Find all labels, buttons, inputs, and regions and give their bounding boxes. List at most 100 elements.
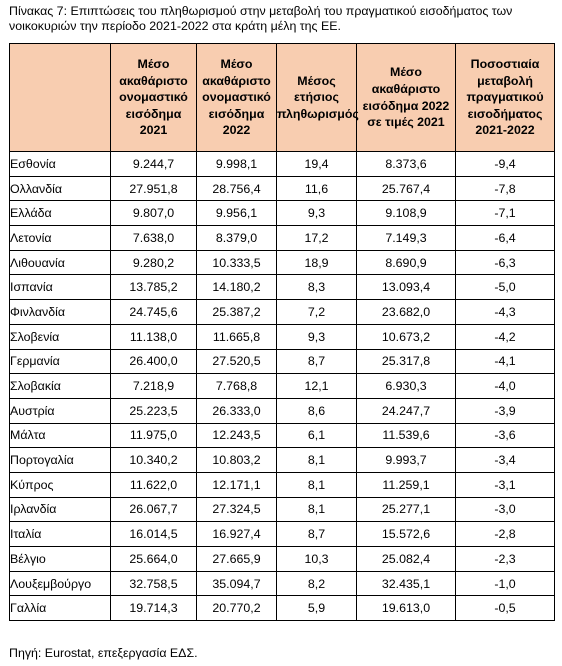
cell-nominal-2021: 16.014,5 <box>110 521 197 547</box>
cell-income-2022-in-2021-prices: 7.149,3 <box>356 225 456 251</box>
cell-nominal-2021: 9.244,7 <box>110 151 197 177</box>
cell-inflation: 12,1 <box>276 373 357 399</box>
cell-income-2022-in-2021-prices: 19.613,0 <box>356 595 456 622</box>
cell-nominal-2021: 32.758,5 <box>110 570 197 597</box>
table-row: Εσθονία 9.244,7 9.998,1 19,4 8.373,6 -9,4 <box>9 151 555 177</box>
cell-inflation: 8,1 <box>276 496 357 523</box>
cell-real-income-change: -4,2 <box>455 323 555 350</box>
cell-nominal-2022: 27.520,5 <box>196 348 277 375</box>
cell-nominal-2021: 24.745,6 <box>110 299 197 325</box>
cell-country: Λουξεμβούργο <box>9 570 111 597</box>
cell-real-income-change: -0,5 <box>455 595 555 622</box>
cell-real-income-change: -2,8 <box>455 521 555 547</box>
cell-nominal-2021: 27.951,8 <box>110 175 197 202</box>
table-row: Ολλανδία 27.951,8 28.756,4 11,6 25.767,4 -7,8 <box>9 175 555 202</box>
cell-country: Εσθονία <box>9 151 111 177</box>
cell-nominal-2022: 35.094,7 <box>196 570 277 597</box>
cell-nominal-2021: 26.067,7 <box>110 496 197 523</box>
header-cell-country <box>9 43 111 152</box>
cell-real-income-change: -6,3 <box>455 249 555 276</box>
cell-inflation: 17,2 <box>276 225 357 251</box>
cell-nominal-2022: 27.324,5 <box>196 496 277 523</box>
table-row: Πορτογαλία 10.340,2 10.803,2 8,1 9.993,7 -3,4 <box>9 447 555 473</box>
cell-country: Λιθουανία <box>9 249 111 276</box>
cell-income-2022-in-2021-prices: 15.572,6 <box>356 521 456 547</box>
cell-inflation: 9,3 <box>276 200 357 227</box>
cell-income-2022-in-2021-prices: 11.539,6 <box>356 422 456 449</box>
cell-nominal-2022: 10.333,5 <box>196 249 277 276</box>
cell-real-income-change: -5,0 <box>455 274 555 301</box>
cell-income-2022-in-2021-prices: 8.690,9 <box>356 249 456 276</box>
cell-income-2022-in-2021-prices: 6.930,3 <box>356 373 456 399</box>
cell-country: Μάλτα <box>9 422 111 449</box>
table-body: Εσθονία 9.244,7 9.998,1 19,4 8.373,6 -9,4 Ολλα… <box>9 151 555 622</box>
cell-nominal-2022: 26.333,0 <box>196 397 277 424</box>
cell-nominal-2021: 26.400,0 <box>110 348 197 375</box>
cell-real-income-change: -6,4 <box>455 225 555 251</box>
table-header-row: Μέσο ακαθάριστο ονομαστικό εισόδημα 2021… <box>9 43 555 152</box>
cell-country: Φινλανδία <box>9 299 111 325</box>
cell-income-2022-in-2021-prices: 32.435,1 <box>356 570 456 597</box>
cell-real-income-change: -3,9 <box>455 397 555 424</box>
table-row: Μάλτα 11.975,0 12.243,5 6,1 11.539,6 -3,6 <box>9 422 555 449</box>
cell-nominal-2021: 7.218,9 <box>110 373 197 399</box>
cell-nominal-2022: 10.803,2 <box>196 447 277 473</box>
cell-real-income-change: -3,0 <box>455 496 555 523</box>
cell-real-income-change: -3,4 <box>455 447 555 473</box>
cell-country: Λετονία <box>9 225 111 251</box>
cell-country: Αυστρία <box>9 397 111 424</box>
cell-inflation: 18,9 <box>276 249 357 276</box>
cell-inflation: 8,6 <box>276 397 357 424</box>
table-row: Λουξεμβούργο 32.758,5 35.094,7 8,2 32.435,1-… <box>9 570 555 597</box>
table-row: Λιθουανία 9.280,2 10.333,5 18,9 8.690,9 -6,3 <box>9 249 555 276</box>
cell-real-income-change: -7,1 <box>455 200 555 227</box>
cell-nominal-2022: 27.665,9 <box>196 546 277 572</box>
header-cell-real-income-change: Ποσοστιαία μεταβολή πραγματικού εισοδήμα… <box>455 43 555 152</box>
cell-nominal-2021: 19.714,3 <box>110 595 197 622</box>
cell-nominal-2021: 25.223,5 <box>110 397 197 424</box>
cell-income-2022-in-2021-prices: 25.277,1 <box>356 496 456 523</box>
cell-inflation: 8,1 <box>276 471 357 498</box>
cell-nominal-2022: 9.998,1 <box>196 151 277 177</box>
cell-real-income-change: -3,1 <box>455 471 555 498</box>
cell-country: Βέλγιο <box>9 546 111 572</box>
cell-income-2022-in-2021-prices: 23.682,0 <box>356 299 456 325</box>
cell-inflation: 8,3 <box>276 274 357 301</box>
cell-nominal-2022: 7.768,8 <box>196 373 277 399</box>
cell-nominal-2021: 13.785,2 <box>110 274 197 301</box>
cell-nominal-2021: 10.340,2 <box>110 447 197 473</box>
cell-inflation: 7,2 <box>276 299 357 325</box>
table-row: Σλοβενία 11.138,0 11.665,8 9,3 10.673,2 -4,2 <box>9 323 555 350</box>
cell-income-2022-in-2021-prices: 8.373,6 <box>356 151 456 177</box>
cell-inflation: 11,6 <box>276 175 357 202</box>
cell-nominal-2022: 28.756,4 <box>196 175 277 202</box>
table-row: Ιρλανδία 26.067,7 27.324,5 8,1 25.277,1 -3,0 <box>9 496 555 523</box>
cell-income-2022-in-2021-prices: 11.259,1 <box>356 471 456 498</box>
table-row: Κύπρος 11.622,0 12.171,1 8,1 11.259,1 -3,1 <box>9 471 555 498</box>
cell-country: Ιταλία <box>9 521 111 547</box>
cell-country: Σλοβενία <box>9 323 111 350</box>
cell-nominal-2021: 11.975,0 <box>110 422 197 449</box>
table-row: Γερμανία 26.400,0 27.520,5 8,7 25.317,8 -4,1 <box>9 348 555 375</box>
cell-nominal-2022: 12.171,1 <box>196 471 277 498</box>
cell-real-income-change: -4,3 <box>455 299 555 325</box>
cell-nominal-2022: 25.387,2 <box>196 299 277 325</box>
cell-inflation: 8,2 <box>276 570 357 597</box>
cell-country: Πορτογαλία <box>9 447 111 473</box>
cell-nominal-2021: 9.280,2 <box>110 249 197 276</box>
cell-nominal-2022: 9.956,1 <box>196 200 277 227</box>
table-row: Ιταλία 16.014,5 16.927,4 8,7 15.572,6 -2,8 <box>9 521 555 547</box>
header-cell-inflation: Μέσος ετήσιος πληθωρισμός <box>276 43 359 152</box>
cell-real-income-change: -1,0 <box>455 570 555 597</box>
cell-nominal-2021: 25.664,0 <box>110 546 197 572</box>
cell-real-income-change: -9,4 <box>455 151 555 177</box>
cell-nominal-2022: 11.665,8 <box>196 323 277 350</box>
cell-inflation: 6,1 <box>276 422 357 449</box>
table-row: Ελλάδα 9.807,0 9.956,1 9,3 9.108,9 -7,1 <box>9 200 555 227</box>
cell-inflation: 19,4 <box>276 151 357 177</box>
table-row: Σλοβακία 7.218,9 7.768,8 12,1 6.930,3 -4,0 <box>9 373 555 399</box>
header-cell-income-2022-in-2021-prices: Μέσο ακαθάριστο εισόδημα 2022 σε τιμές 2… <box>356 43 456 152</box>
source-note: Πηγή: Eurostat, επεξεργασία ΕΔΣ. <box>9 646 198 660</box>
cell-inflation: 9,3 <box>276 323 357 350</box>
header-cell-nominal-2022: Μέσο ακαθάριστο ονομαστικό εισόδημα 2022 <box>196 43 277 152</box>
